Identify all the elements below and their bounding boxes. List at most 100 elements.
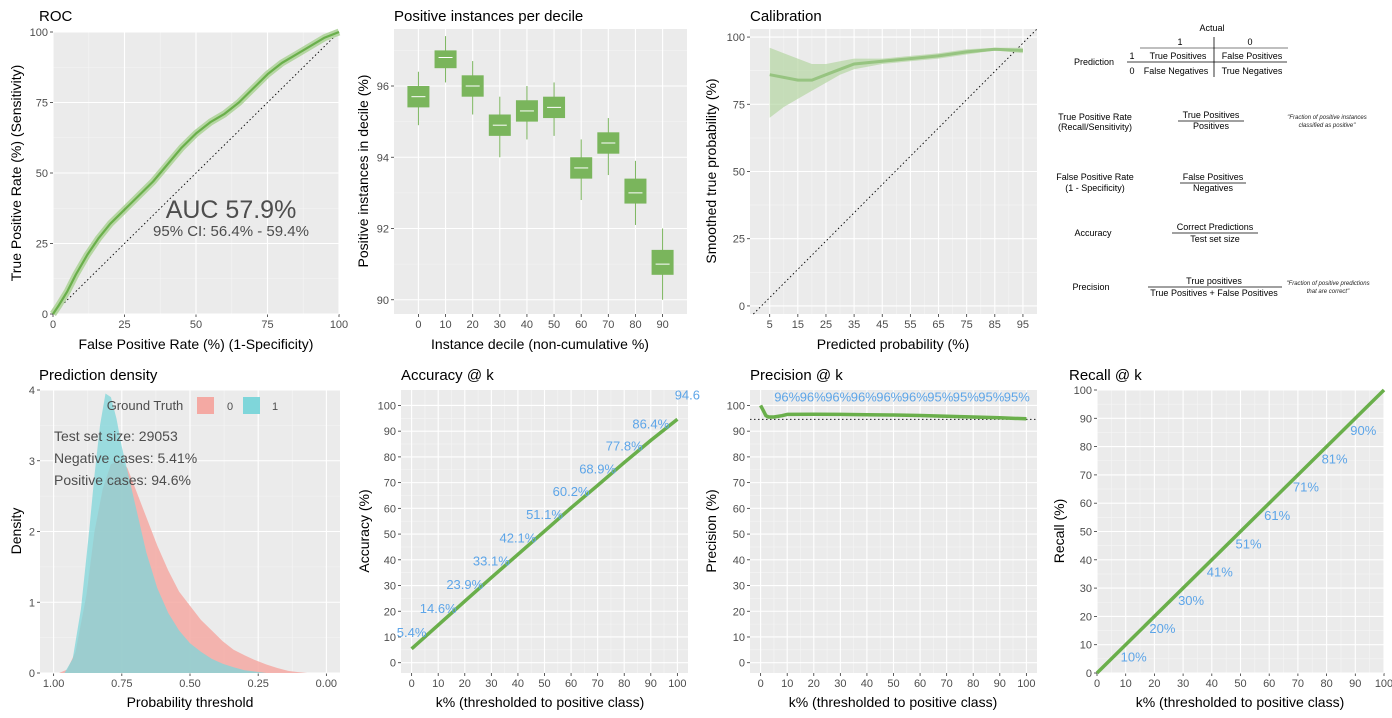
roc-x-tick-label: 25 [118, 319, 130, 331]
precision-y-tick-label: 70 [733, 478, 745, 490]
recall-y-tick-label: 30 [1080, 583, 1092, 595]
recall-x-tick-label: 20 [1148, 678, 1160, 690]
precision-data-label: 95% [1004, 389, 1030, 404]
accuracy-x-tick-label: 40 [512, 678, 524, 690]
roc-x-tick-label: 100 [330, 319, 348, 331]
roc-x-tick-label: 50 [190, 319, 202, 331]
accuracy-x-tick-label: 0 [409, 678, 415, 690]
calibration-x-tick-label: 65 [932, 319, 944, 331]
precision-x-tick-label: 40 [861, 678, 873, 690]
precision-data-label: 96% [902, 389, 928, 404]
legend-prediction: Prediction [1074, 57, 1114, 67]
density-annotation: Positive cases: 94.6% [54, 472, 191, 488]
decile-plot-background [394, 29, 687, 314]
accuracy-x-tick-label: 60 [565, 678, 577, 690]
accuracy-x-tick-label: 100 [668, 678, 686, 690]
precision-data-label: 96% [876, 389, 902, 404]
chart-calibration: 5 15 25 35 45 55 65 75 85 95 0 25 50 75 100 Calibration… [703, 8, 1038, 352]
legend-fpr-num: False Positives [1183, 172, 1244, 182]
precision-y-tick-label: 60 [733, 503, 745, 515]
decile-y-tick-label: 92 [377, 224, 389, 236]
recall-data-label: 10% [1121, 650, 1147, 665]
legend-acc-name: Accuracy [1074, 228, 1112, 238]
density-x-tick-label: 0.75 [111, 678, 132, 690]
recall-y-tick-label: 100 [1074, 385, 1092, 397]
calibration-y-tick-label: 25 [733, 234, 745, 246]
roc-y-tick-label: 50 [36, 168, 48, 180]
accuracy-y-tick-label: 30 [384, 581, 396, 593]
accuracy-data-label: 60.2% [553, 484, 590, 499]
legend-fp: False Positives [1222, 51, 1283, 61]
density-y-tick-label: 3 [29, 456, 35, 468]
legend-tpr-num: True Positives [1183, 110, 1240, 120]
decile-x-tick-label: 90 [656, 319, 668, 331]
accuracy-x-axis-label: k% (thresholded to positive class) [436, 694, 645, 710]
density-legend-key-1 [243, 397, 260, 414]
roc-y-axis-label: True Positive Rate (%) (Sensitivity) [8, 65, 24, 282]
precision-y-tick-label: 50 [733, 529, 745, 541]
legend-acc-num: Correct Predictions [1177, 222, 1254, 232]
recall-x-axis-label: k% (thresholded to positive class) [1136, 694, 1345, 710]
precision-data-label: 96% [774, 389, 800, 404]
legend-prec-note1: "Fraction of positive predictions [1286, 281, 1369, 287]
density-y-axis-label: Density [8, 508, 24, 555]
legend-actual: Actual [1199, 23, 1224, 33]
precision-curve [759, 404, 1027, 421]
accuracy-data-label: 68.9% [579, 461, 616, 476]
precision-title: Precision @ k [750, 367, 843, 384]
calibration-x-tick-label: 35 [848, 319, 860, 331]
precision-x-tick-label: 0 [758, 678, 764, 690]
legend-prec-den: True Positives + False Positives [1150, 288, 1278, 298]
recall-x-tick-label: 70 [1292, 678, 1304, 690]
decile-box [434, 50, 457, 69]
recall-data-label: 30% [1178, 593, 1204, 608]
metrics-legend-panel: Actual 1 0 Prediction 1 0 True Positives… [1056, 23, 1369, 298]
accuracy-data-label: 86.4% [632, 416, 669, 431]
legend-fn: False Negatives [1144, 66, 1209, 76]
roc-curve [52, 30, 340, 315]
decile-y-tick-label: 94 [377, 152, 389, 164]
precision-x-tick-label: 80 [967, 678, 979, 690]
accuracy-y-tick-label: 10 [384, 632, 396, 644]
accuracy-y-tick-label: 90 [384, 426, 396, 438]
decile-x-tick-label: 50 [548, 319, 560, 331]
accuracy-x-tick-label: 50 [538, 678, 550, 690]
calibration-x-tick-label: 45 [876, 319, 888, 331]
precision-y-tick-label: 100 [727, 400, 745, 412]
legend-tn: True Negatives [1222, 66, 1283, 76]
precision-x-tick-label: 60 [914, 678, 926, 690]
density-y-tick-label: 4 [29, 385, 35, 397]
chart-recall: 0 10 20 30 40 50 60 70 80 90 100 0 10 20 30 40 50 60 70 80 9… [1051, 367, 1392, 710]
legend-prec-name: Precision [1072, 282, 1109, 292]
recall-x-tick-label: 80 [1320, 678, 1332, 690]
roc-y-tick-label: 0 [42, 309, 48, 321]
precision-y-tick-label: 30 [733, 581, 745, 593]
accuracy-y-tick-label: 20 [384, 606, 396, 618]
recall-data-label: 71% [1293, 480, 1319, 495]
precision-data-label: 96% [825, 389, 851, 404]
roc-y-tick-label: 25 [36, 239, 48, 251]
density-annotation: Negative cases: 5.41% [54, 450, 197, 466]
accuracy-data-label: 5.4% [397, 625, 427, 640]
recall-y-tick-label: 0 [1086, 668, 1092, 680]
precision-y-tick-label: 90 [733, 426, 745, 438]
legend-actual-0: 0 [1247, 37, 1252, 47]
precision-y-axis-label: Precision (%) [703, 489, 719, 572]
legend-tpr-note2: classified as positive" [1299, 123, 1357, 129]
calibration-y-tick-label: 50 [733, 167, 745, 179]
recall-data-label: 51% [1235, 536, 1261, 551]
calibration-diagonal-reference [753, 28, 1038, 315]
accuracy-y-tick-label: 40 [384, 555, 396, 567]
recall-x-tick-label: 10 [1120, 678, 1132, 690]
chart-precision: 0 10 20 30 40 50 60 70 80 90 100 0 10 20 30 40 50 60 70 80 9… [703, 367, 1037, 710]
decile-x-tick-label: 30 [494, 319, 506, 331]
density-y-tick-label: 1 [29, 597, 35, 609]
accuracy-x-tick-label: 70 [592, 678, 604, 690]
recall-data-label: 41% [1207, 565, 1233, 580]
decile-box [651, 249, 674, 275]
legend-fpr-den: Negatives [1193, 183, 1234, 193]
calibration-title: Calibration [750, 8, 822, 25]
recall-data-label: 61% [1264, 508, 1290, 523]
recall-y-tick-label: 70 [1080, 470, 1092, 482]
legend-pred-1: 1 [1129, 51, 1134, 61]
